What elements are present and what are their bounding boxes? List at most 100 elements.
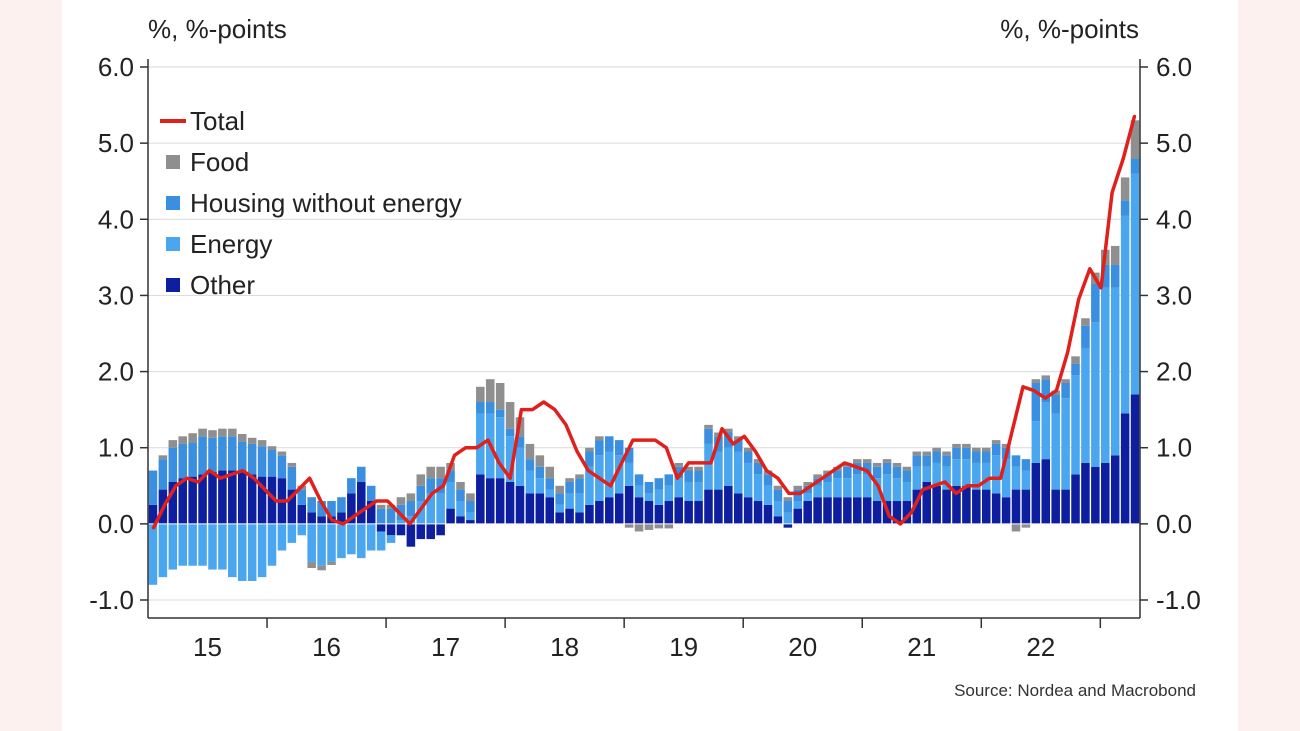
bar-food [892, 462, 902, 467]
bar-housing-without-energy [575, 478, 584, 494]
bar-housing-without-energy [1071, 363, 1080, 376]
bar-housing-without-energy [1021, 459, 1031, 471]
bar-energy [1031, 421, 1041, 463]
bar-energy [1120, 215, 1130, 414]
bar-energy [743, 462, 753, 498]
bar-other [247, 474, 257, 524]
bar-food [525, 443, 535, 460]
y-axis-right-title: %, %-points [1000, 14, 1139, 44]
bar-other [575, 512, 584, 524]
x-tick-label: 22 [1026, 632, 1055, 662]
bar-other [416, 523, 426, 540]
bar-food [307, 561, 316, 569]
bar-food [198, 428, 207, 437]
bar-other [257, 476, 267, 524]
bar-other [1001, 497, 1011, 524]
bar-energy [853, 474, 862, 498]
bar-housing-without-energy [505, 428, 515, 437]
bar-energy [634, 485, 644, 498]
y-tick-label-right: 6.0 [1156, 52, 1192, 82]
bar-housing-without-energy [654, 478, 664, 490]
bar-food [595, 436, 604, 441]
bar-energy [843, 478, 852, 498]
bar-other [1031, 462, 1041, 524]
bar-energy [644, 493, 654, 502]
bar-food [694, 466, 703, 471]
bar-energy [178, 523, 187, 566]
bar-other [991, 493, 1001, 524]
bar-other [614, 493, 624, 524]
bar-food [228, 428, 237, 437]
bar-housing-without-energy [347, 478, 356, 494]
bar-energy [198, 523, 207, 566]
bar-other [763, 504, 773, 524]
bar-food [416, 474, 426, 486]
bar-housing-without-energy [684, 470, 693, 482]
bar-food [575, 474, 584, 479]
bar-other [317, 516, 326, 524]
bar-food [208, 430, 217, 438]
bar-other [862, 497, 872, 524]
bar-housing-without-energy [912, 455, 922, 467]
bar-housing-without-energy [545, 478, 555, 490]
bar-food [436, 466, 445, 479]
bar-energy [1011, 466, 1021, 490]
bar-housing-without-energy [1031, 382, 1041, 422]
bar-other [783, 523, 793, 528]
bar-food [1081, 318, 1090, 326]
bar-housing-without-energy [178, 443, 187, 479]
bar-other [476, 474, 485, 524]
bar-housing-without-energy [277, 455, 287, 479]
bar-food [1031, 379, 1041, 383]
bar-housing-without-energy [872, 466, 882, 479]
bar-other [168, 481, 178, 524]
bar-housing-without-energy [892, 466, 902, 479]
total-line-group [151, 114, 1137, 530]
y-tick-label-right: -1.0 [1156, 585, 1201, 615]
y-tick-label-right: 3.0 [1156, 280, 1192, 310]
bar-energy [605, 451, 614, 498]
bar-housing-without-energy [1101, 264, 1110, 288]
bar-food [376, 504, 386, 509]
bar-other [1110, 455, 1120, 524]
bar-housing-without-energy [565, 481, 574, 494]
bar-housing-without-energy [287, 466, 297, 490]
bar-other [545, 497, 555, 524]
bar-housing-without-energy [485, 402, 495, 414]
bar-food [991, 440, 1001, 444]
x-tick-label: 16 [312, 632, 341, 662]
bar-food [466, 493, 475, 502]
bar-other [932, 485, 941, 524]
bar-energy [357, 523, 366, 559]
bar-other [704, 489, 713, 524]
bar-housing-without-energy [495, 409, 505, 418]
bar-energy [1071, 375, 1080, 475]
legend-label-food: Food [190, 147, 249, 177]
bar-food [853, 459, 862, 463]
legend-label-other: Other [190, 270, 255, 300]
bar-housing-without-energy [198, 436, 207, 475]
bar-other [426, 523, 435, 540]
bar-housing-without-energy [228, 436, 237, 471]
bar-energy [882, 474, 892, 502]
bar-energy [862, 474, 872, 498]
bar-other [962, 485, 971, 524]
bar-energy [515, 447, 525, 486]
bar-housing-without-energy [366, 485, 376, 502]
y-tick-label-left: 2.0 [98, 357, 134, 387]
bar-housing-without-energy [148, 470, 158, 505]
bar-energy [714, 451, 723, 490]
bar-food [644, 523, 654, 530]
legend: Total Food Housing without energy Energy Oth… [160, 106, 462, 300]
bar-other [396, 523, 406, 536]
total-line [151, 114, 1137, 530]
bar-other [148, 504, 158, 524]
bar-food [942, 451, 951, 456]
y-tick-label-left: -1.0 [89, 585, 134, 615]
bar-housing-without-energy [833, 470, 842, 479]
bar-energy [664, 485, 674, 502]
bar-food [624, 523, 634, 528]
bar-food [753, 459, 763, 463]
bar-energy [932, 462, 941, 486]
bar-other [753, 501, 763, 524]
